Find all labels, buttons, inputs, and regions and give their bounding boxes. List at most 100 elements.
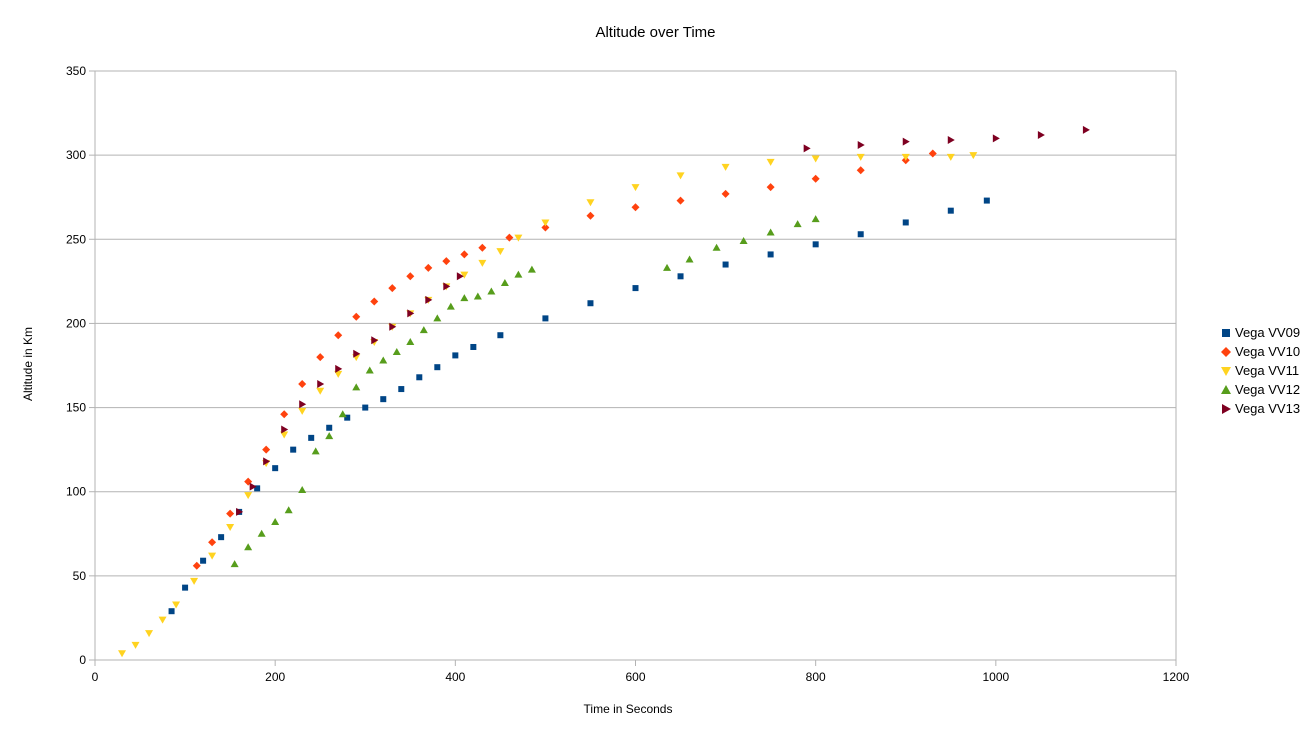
data-point-vega-vv11 (190, 577, 199, 585)
data-point-vega-vv12 (473, 292, 482, 300)
y-tick-label: 300 (66, 148, 86, 162)
data-point-vega-vv11 (541, 219, 550, 227)
chart-title: Altitude over Time (595, 24, 716, 41)
data-point-vega-vv11 (226, 524, 235, 532)
data-point-vega-vv11 (334, 370, 343, 378)
data-point-vega-vv09 (290, 446, 297, 453)
legend-label: Vega VV11 (1235, 363, 1300, 378)
legend-marker-triangle-down-icon (1221, 366, 1231, 376)
data-point-vega-vv10 (352, 312, 361, 321)
data-point-vega-vv12 (446, 302, 455, 310)
data-point-vega-vv10 (406, 272, 415, 281)
data-point-vega-vv11 (969, 152, 978, 160)
data-point-vega-vv13 (803, 144, 811, 153)
x-tick-label: 600 (625, 670, 645, 684)
x-tick-label: 0 (92, 670, 99, 684)
data-point-vega-vv13 (371, 336, 379, 345)
data-point-vega-vv10 (442, 257, 451, 266)
data-point-vega-vv12 (433, 314, 442, 322)
y-tick-label: 250 (66, 232, 86, 246)
legend-marker-triangle-up-icon (1221, 384, 1231, 394)
data-point-vega-vv09 (326, 424, 333, 431)
series-vega-vv10 (192, 149, 937, 570)
legend-item-vega-vv13: Vega VV13 (1220, 399, 1300, 418)
data-point-vega-vv10 (424, 263, 433, 272)
data-point-vega-vv10 (541, 223, 550, 232)
data-point-vega-vv13 (992, 134, 1000, 143)
data-point-vega-vv12 (352, 383, 361, 391)
data-point-vega-vv13 (353, 349, 361, 358)
data-point-vega-vv09 (677, 273, 684, 280)
x-tick-label: 800 (806, 670, 826, 684)
data-point-vega-vv09 (452, 352, 459, 359)
data-point-vega-vv13 (407, 309, 415, 318)
x-tick-label: 1000 (982, 670, 1009, 684)
y-axis-label: Altitude in Km (21, 326, 35, 402)
data-point-vega-vv11 (244, 492, 253, 500)
data-point-vega-vv12 (811, 215, 820, 223)
data-point-vega-vv13 (389, 322, 397, 331)
data-point-vega-vv12 (406, 337, 415, 345)
data-point-vega-vv13 (1082, 125, 1090, 134)
data-point-vega-vv13 (456, 272, 464, 281)
legend-item-vega-vv12: Vega VV12 (1220, 380, 1300, 399)
y-tick-label: 150 (66, 401, 86, 415)
data-point-vega-vv10 (388, 284, 397, 293)
data-point-vega-vv10 (226, 509, 235, 518)
data-point-vega-vv12 (284, 506, 293, 514)
y-tick-label: 100 (66, 485, 86, 499)
data-point-vega-vv13 (281, 425, 289, 434)
data-point-vega-vv13 (249, 482, 257, 491)
data-point-vega-vv11 (172, 601, 181, 609)
axes: 0 50 100 150 200 250 300 350 0 200 400 600 800 1000 12… (66, 64, 1190, 684)
legend-label: Vega VV10 (1235, 344, 1301, 359)
data-point-vega-vv12 (392, 348, 401, 356)
data-point-vega-vv09 (542, 315, 549, 322)
data-point-vega-vv13 (902, 137, 910, 146)
data-point-vega-vv09 (812, 241, 819, 248)
data-point-vega-vv12 (793, 220, 802, 228)
legend-marker-square-icon (1222, 328, 1230, 337)
data-point-vega-vv09 (362, 404, 369, 411)
data-point-vega-vv13 (236, 507, 244, 516)
data-point-vega-vv10 (478, 243, 487, 252)
data-point-vega-vv11 (208, 552, 217, 560)
data-point-vega-vv09 (380, 396, 387, 403)
legend-marker-diamond-icon (1221, 346, 1231, 357)
data-point-vega-vv13 (1037, 130, 1045, 139)
data-point-vega-vv10 (280, 410, 289, 419)
data-point-vega-vv09 (434, 364, 441, 371)
data-point-vega-vv13 (443, 282, 451, 291)
data-point-vega-vv11 (766, 158, 775, 166)
data-point-vega-vv13 (947, 135, 955, 144)
data-point-vega-vv11 (298, 407, 307, 415)
data-point-vega-vv09 (200, 557, 207, 564)
data-point-vega-vv11 (811, 155, 820, 163)
data-point-vega-vv09 (218, 534, 225, 541)
data-point-vega-vv13 (425, 295, 433, 304)
data-point-vega-vv12 (500, 279, 509, 287)
data-point-vega-vv13 (335, 364, 343, 373)
data-point-vega-vv10 (316, 353, 325, 362)
data-point-vega-vv11 (478, 259, 487, 267)
data-point-vega-vv11 (721, 163, 730, 171)
x-tick-label: 1200 (1163, 670, 1190, 684)
data-point-vega-vv09 (470, 343, 477, 350)
data-point-vega-vv09 (722, 261, 729, 268)
x-tick-label: 400 (445, 670, 465, 684)
data-point-vega-vv09 (254, 485, 261, 492)
data-point-vega-vv09 (182, 584, 189, 591)
legend-label: Vega VV09 (1235, 325, 1301, 340)
series-vega-vv12 (230, 215, 820, 568)
data-point-vega-vv12 (338, 410, 347, 418)
data-point-vega-vv12 (230, 560, 239, 568)
data-point-vega-vv09 (632, 285, 639, 292)
data-point-vega-vv11 (901, 153, 910, 161)
data-point-vega-vv11 (856, 153, 865, 161)
data-point-vega-vv10 (334, 331, 343, 340)
data-point-vega-vv13 (317, 380, 325, 389)
grid-lines (95, 70, 1176, 661)
data-point-vega-vv12 (419, 326, 428, 334)
data-point-vega-vv09 (272, 465, 279, 472)
data-point-vega-vv09 (416, 374, 423, 381)
